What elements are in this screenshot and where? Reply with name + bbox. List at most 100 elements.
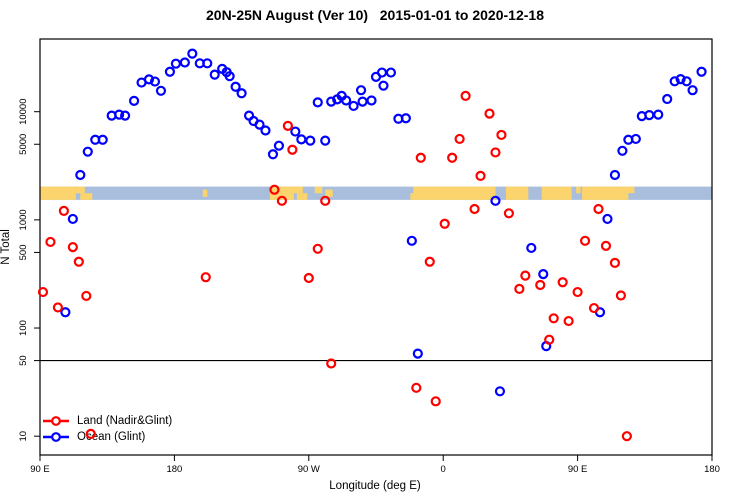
data-point-land — [45, 236, 56, 248]
data-point-ocean — [681, 76, 692, 87]
data-point-land — [320, 195, 331, 206]
data-point-ocean — [170, 58, 181, 69]
data-point-ocean — [357, 96, 368, 107]
data-point-land — [490, 147, 501, 158]
band-land-segment — [293, 186, 303, 194]
data-point-ocean — [155, 85, 167, 96]
data-point-land — [579, 235, 591, 246]
band-land-segment — [269, 186, 294, 200]
band-land-segment — [620, 193, 629, 200]
band-land-segment — [505, 186, 529, 200]
data-point-ocean — [653, 109, 664, 120]
band-land-segment — [582, 186, 624, 200]
data-point-ocean — [400, 113, 411, 124]
data-point-ocean — [341, 95, 352, 106]
data-point-land — [85, 428, 96, 439]
data-point-land — [514, 283, 525, 294]
data-point-land — [67, 241, 78, 253]
band-land-segment — [75, 186, 85, 194]
y-tick-label: 10 — [18, 431, 29, 442]
data-point-ocean — [75, 169, 86, 181]
y-tick-label: 1000 — [18, 209, 29, 230]
data-point-ocean — [179, 57, 190, 68]
band-land-segment — [576, 186, 581, 194]
data-point-ocean — [209, 69, 220, 80]
data-point-ocean — [385, 67, 397, 78]
data-point-ocean — [128, 95, 140, 106]
data-point-land — [609, 257, 621, 269]
data-point-ocean — [378, 80, 389, 91]
x-tick-label: 90 W — [298, 464, 320, 475]
data-point-ocean — [494, 386, 506, 397]
data-point-ocean — [675, 74, 686, 85]
ocean-symbol-icon — [43, 432, 69, 442]
data-point-land — [600, 240, 612, 251]
data-point-ocean — [602, 213, 613, 225]
data-point-ocean — [490, 195, 501, 206]
data-point-ocean — [348, 100, 359, 112]
data-point-ocean — [60, 307, 71, 318]
x-tick-label: 90 E — [568, 464, 588, 475]
data-point-ocean — [202, 58, 213, 69]
data-point-ocean — [412, 348, 423, 359]
data-point-land — [73, 256, 84, 267]
data-point-ocean — [320, 135, 331, 146]
x-axis-label: Longitude (deg E) — [329, 480, 421, 492]
data-point-land — [282, 120, 293, 131]
data-point-land — [563, 315, 574, 327]
y-tick-label: 100 — [18, 320, 29, 336]
x-tick-label: 90 E — [30, 464, 50, 475]
band-land-segment — [314, 186, 323, 194]
data-point-ocean — [366, 95, 377, 106]
x-tick-label: 180 — [166, 464, 182, 475]
data-point-land — [415, 152, 426, 163]
legend-label-land: Land (Nadir&Glint) — [77, 415, 173, 427]
data-point-land — [475, 170, 486, 181]
data-point-ocean — [662, 93, 673, 105]
data-point-ocean — [538, 269, 549, 280]
data-point-land — [269, 184, 280, 195]
data-point-land — [200, 272, 211, 283]
data-point-land — [544, 334, 555, 345]
data-point-land — [535, 279, 546, 291]
data-point-land — [572, 286, 583, 298]
data-point-land — [503, 208, 515, 219]
x-tick-label: 0 — [441, 464, 446, 475]
data-point-ocean — [305, 135, 316, 146]
data-point-ocean — [267, 149, 279, 160]
data-point-ocean — [67, 213, 78, 225]
data-point-ocean — [687, 85, 698, 96]
y-tick-label: 10000 — [18, 98, 29, 124]
band-land-segment — [541, 186, 572, 200]
data-point-ocean — [164, 66, 176, 77]
data-point-ocean — [609, 169, 621, 181]
data-point-ocean — [406, 235, 417, 246]
chart-title: 20N-25N August (Ver 10) 2015-01-01 to 20… — [206, 7, 544, 23]
data-point-land — [287, 144, 298, 155]
band-land-segment — [296, 193, 308, 200]
y-tick-label: 500 — [18, 244, 29, 260]
data-point-ocean — [149, 76, 161, 87]
y-tick-label: 5000 — [18, 134, 29, 155]
data-point-land — [439, 218, 450, 229]
data-point-land — [593, 203, 604, 215]
data-point-ocean — [254, 119, 265, 130]
data-point-land — [621, 431, 632, 442]
data-point-land — [312, 243, 323, 254]
band-land-segment — [325, 189, 333, 197]
data-point-ocean — [120, 110, 131, 121]
data-point-ocean — [97, 134, 108, 145]
data-point-land — [447, 152, 458, 163]
data-point-land — [303, 272, 314, 284]
data-point-ocean — [224, 71, 235, 82]
y-axis-label: N Total — [0, 229, 12, 265]
data-point-ocean — [82, 146, 93, 157]
data-point-land — [588, 302, 600, 314]
data-point-ocean — [187, 48, 198, 59]
data-point-land — [430, 396, 441, 407]
data-point-land — [37, 286, 49, 298]
data-point-ocean — [326, 96, 337, 107]
data-point-ocean — [669, 76, 680, 87]
band-land-segment — [202, 189, 208, 197]
data-point-land — [520, 270, 531, 281]
